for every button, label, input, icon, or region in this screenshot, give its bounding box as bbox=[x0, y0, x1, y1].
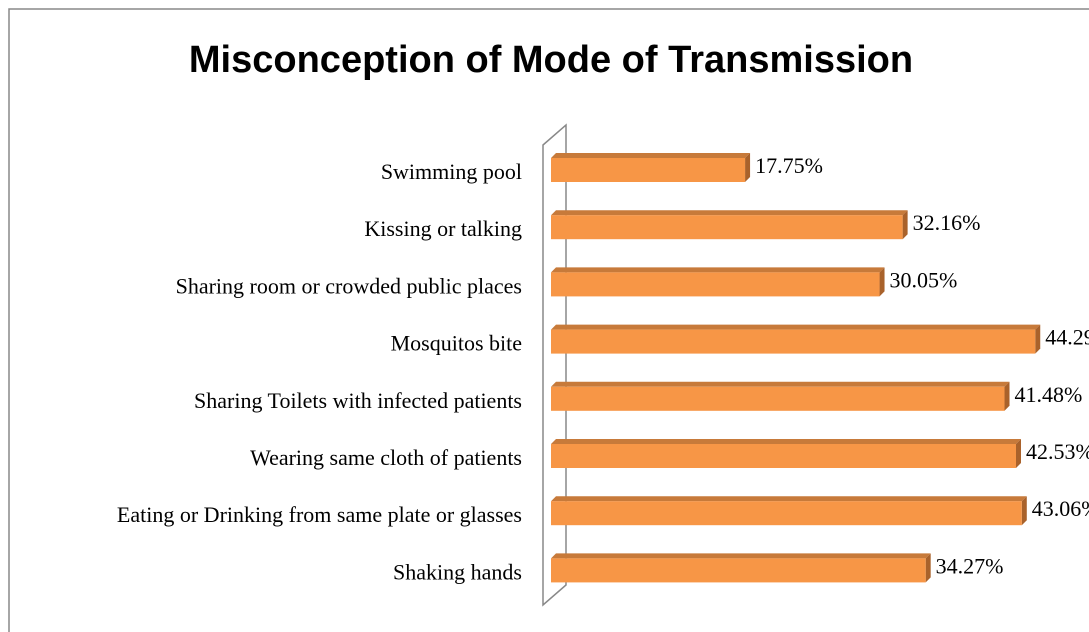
bar-top bbox=[551, 496, 1027, 502]
category-label: Shaking hands bbox=[393, 559, 522, 584]
bar bbox=[551, 158, 746, 182]
bar-side bbox=[1021, 496, 1027, 526]
bar-top bbox=[551, 210, 908, 216]
chart-frame bbox=[8, 8, 1089, 632]
bar bbox=[551, 386, 1005, 411]
value-label: 32.16% bbox=[913, 210, 981, 235]
bar-side bbox=[745, 153, 751, 182]
bar bbox=[551, 558, 926, 583]
value-label: 44.29% bbox=[1045, 325, 1089, 350]
category-label: Sharing Toilets with infected patients bbox=[194, 388, 522, 413]
value-label: 42.53% bbox=[1026, 439, 1089, 464]
value-label: 17.75% bbox=[755, 153, 823, 178]
bar-top bbox=[551, 381, 1010, 387]
category-label: Wearing same cloth of patients bbox=[250, 445, 522, 470]
category-label: Mosquitos bite bbox=[391, 331, 522, 356]
chart-title: Misconception of Mode of Transmission bbox=[189, 39, 913, 81]
bar bbox=[551, 444, 1016, 468]
bar-top bbox=[551, 324, 1041, 330]
bar-top bbox=[551, 439, 1021, 444]
bar-side bbox=[1035, 324, 1041, 354]
bar bbox=[551, 501, 1022, 526]
category-label: Kissing or talking bbox=[364, 216, 522, 241]
bar-side bbox=[925, 553, 931, 583]
value-label: 43.06% bbox=[1032, 496, 1089, 521]
bar-top bbox=[551, 153, 751, 158]
bar-top bbox=[551, 553, 931, 559]
axis-wall bbox=[542, 123, 567, 607]
bar bbox=[551, 215, 903, 240]
category-label: Sharing room or crowded public places bbox=[176, 273, 522, 298]
bar bbox=[551, 329, 1036, 354]
bar-top bbox=[551, 267, 885, 273]
bar bbox=[551, 272, 880, 297]
value-label: 41.48% bbox=[1015, 382, 1083, 407]
bar-side bbox=[1015, 439, 1021, 468]
category-label: Eating or Drinking from same plate or gl… bbox=[117, 502, 522, 527]
bar-side bbox=[879, 267, 885, 297]
category-label: Swimming pool bbox=[381, 159, 522, 184]
bar-side bbox=[902, 210, 908, 240]
value-label: 30.05% bbox=[890, 267, 958, 292]
bar-side bbox=[1004, 381, 1010, 411]
value-label: 34.27% bbox=[936, 553, 1004, 578]
